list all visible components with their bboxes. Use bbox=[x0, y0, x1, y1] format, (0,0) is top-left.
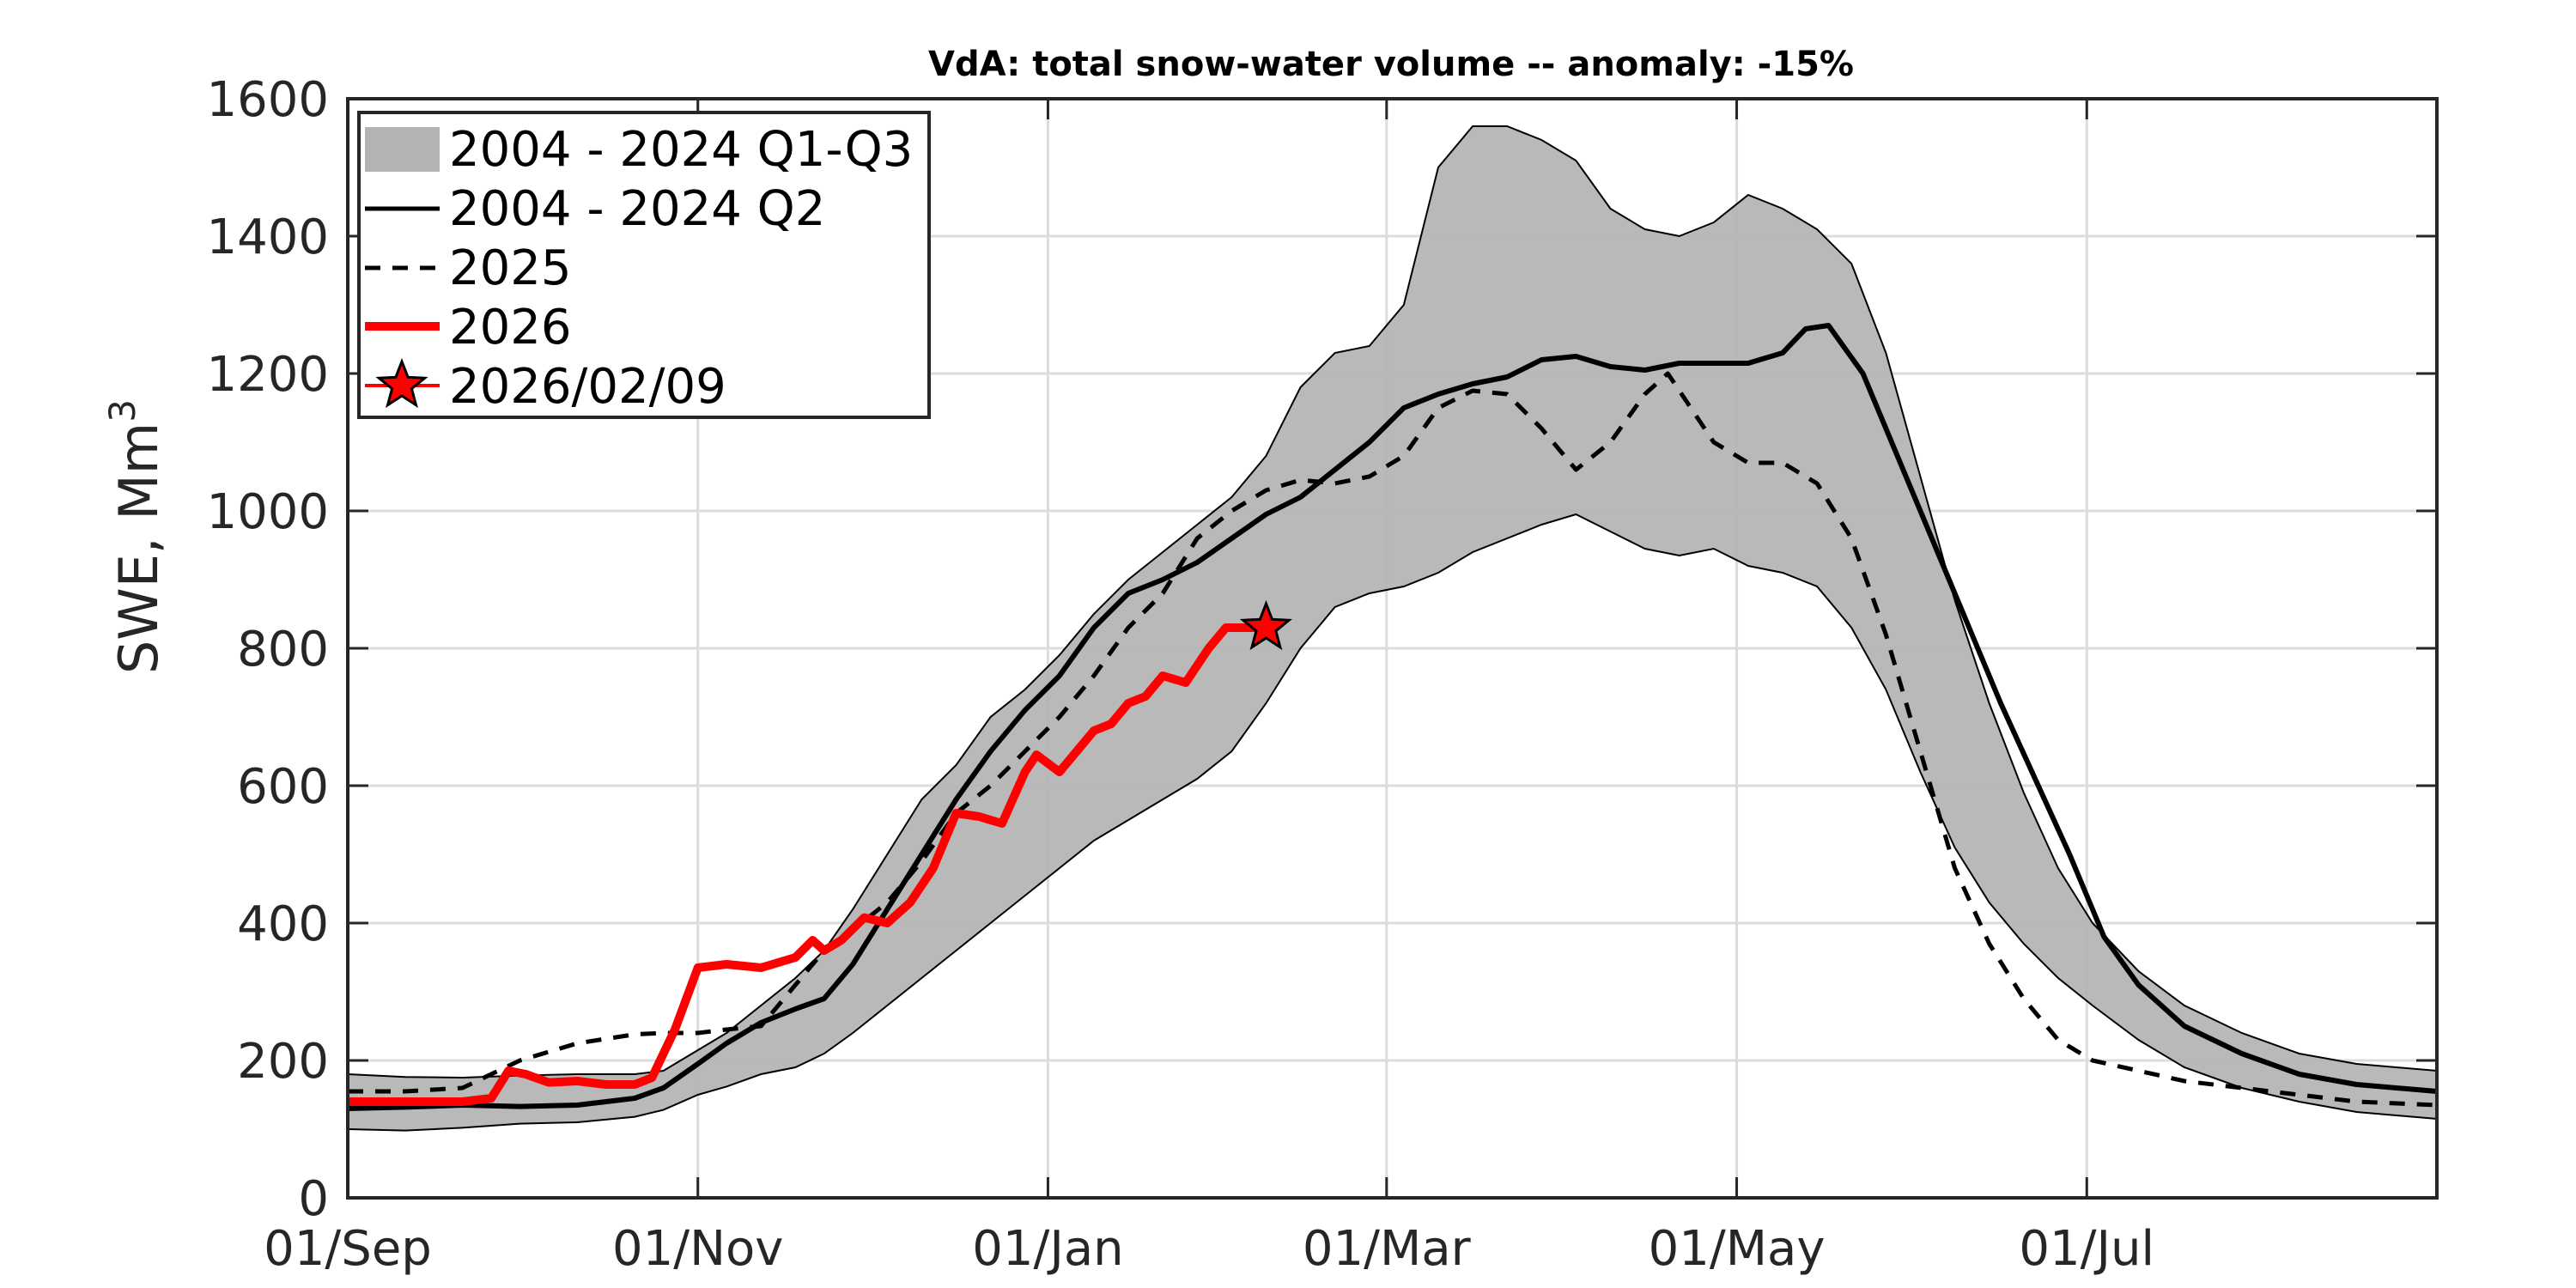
marker-star-2026-02-09 bbox=[1239, 599, 1293, 651]
band-q1-edge bbox=[347, 513, 2438, 1132]
y-tick-label: 1200 bbox=[206, 347, 329, 403]
y-tick-label: 800 bbox=[237, 622, 329, 677]
x-tick-label: 01/Jul bbox=[2019, 1221, 2154, 1277]
marker-layer bbox=[1239, 599, 1293, 651]
legend-label-marker: 2026/02/09 bbox=[449, 359, 726, 415]
x-tick-label: 01/Mar bbox=[1303, 1221, 1472, 1277]
series-2025-line bbox=[348, 371, 2438, 1108]
series-median-line bbox=[347, 323, 2438, 1111]
legend-swatch-band bbox=[365, 127, 440, 172]
legend-star-icon bbox=[375, 357, 428, 409]
y-tick-label: 1600 bbox=[206, 72, 329, 128]
legend-box bbox=[357, 111, 931, 419]
y-tick-labels: 0 200 400 600 800 1000 1200 1400 1600 bbox=[206, 72, 329, 1227]
y-tick-label: 400 bbox=[237, 896, 329, 952]
legend-label-band: 2004 - 2024 Q1-Q3 bbox=[449, 122, 913, 178]
legend: 2004 - 2024 Q1-Q3 2004 - 2024 Q2 2025 20… bbox=[357, 111, 931, 419]
y-tick-label: 1000 bbox=[206, 484, 329, 540]
lines-layer bbox=[347, 323, 2438, 1111]
legend-label-2025: 2025 bbox=[449, 240, 572, 296]
axis-ticks bbox=[346, 97, 2437, 1200]
y-axis-label-text: SWE, Mm bbox=[107, 422, 170, 674]
x-tick-labels: 01/Sep 01/Nov 01/Jan 01/Mar 01/May 01/Jul bbox=[264, 1221, 2154, 1277]
x-tick-label: 01/Sep bbox=[264, 1221, 432, 1277]
x-tick-label: 01/May bbox=[1649, 1221, 1826, 1277]
legend-label-median: 2004 - 2024 Q2 bbox=[449, 181, 825, 237]
x-tick-label: 01/Jan bbox=[972, 1221, 1123, 1277]
band-q1-q3-area bbox=[348, 126, 2437, 1131]
y-tick-label: 0 bbox=[298, 1171, 329, 1227]
band-q3-edge bbox=[347, 125, 2438, 1079]
band-layer bbox=[347, 125, 2438, 1132]
legend-label-2026: 2026 bbox=[449, 300, 572, 355]
x-tick-label: 01/Nov bbox=[612, 1221, 783, 1277]
series-2026-line bbox=[348, 623, 1267, 1106]
y-tick-label: 600 bbox=[237, 759, 329, 815]
y-tick-label: 1400 bbox=[206, 210, 329, 265]
y-axis-label: SWE, Mm3 bbox=[101, 399, 170, 674]
y-axis-label-superscript: 3 bbox=[101, 399, 143, 422]
y-tick-label: 200 bbox=[237, 1034, 329, 1090]
chart-title: VdA: total snow-water volume -- anomaly:… bbox=[928, 45, 1854, 84]
